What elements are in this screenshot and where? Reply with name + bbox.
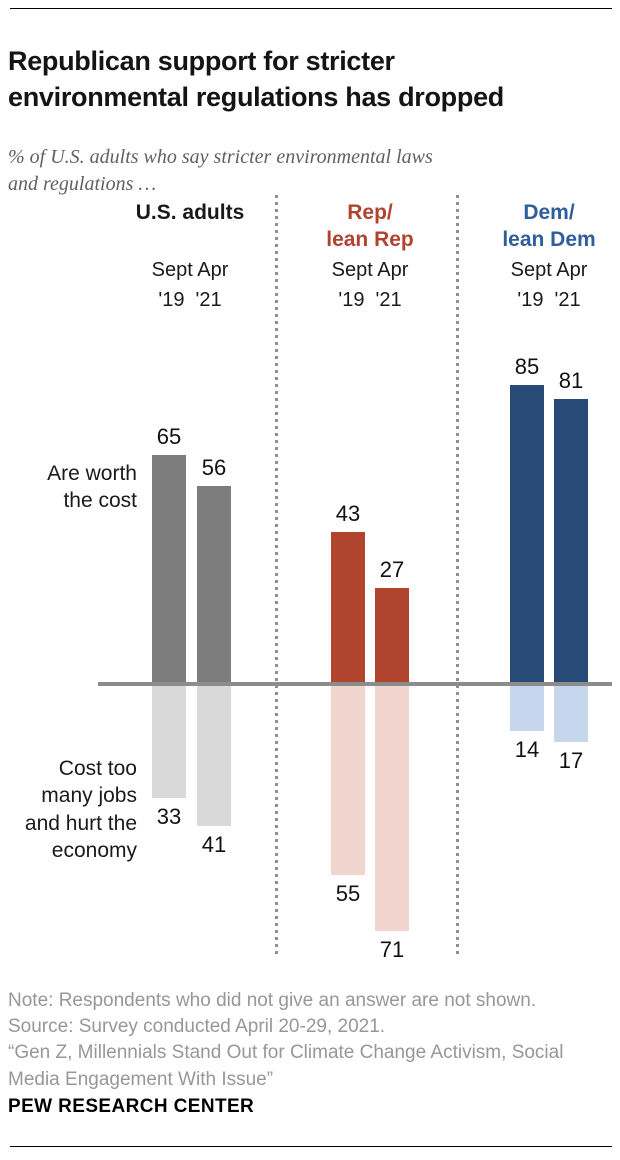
bar-value-label: 71 (379, 936, 405, 962)
zero-baseline (98, 682, 612, 686)
bar-rep-sept19-cost: 55 (331, 682, 365, 906)
group-divider-dotted-line (456, 195, 459, 955)
bar-dem-apr21-cost: 17 (554, 682, 588, 773)
bottom-divider-line (10, 1146, 612, 1147)
bar-rep-apr21-cost: 71 (375, 682, 409, 962)
bar-us-apr21-worth: 56 (197, 455, 231, 682)
axis-label-cost-jobs: Cost too many jobs and hurt the economy (24, 757, 137, 862)
bar-rep-apr21-worth: 27 (375, 557, 409, 682)
bar-us-sept19-worth: 65 (152, 424, 186, 682)
bar-value-label: 65 (156, 423, 182, 449)
footnote-text: Note: Respondents who did not give an an… (8, 990, 564, 1090)
chart-subtitle: % of U.S. adults who say stricter enviro… (8, 146, 433, 195)
axis-label-worth-the-cost: Are worth the cost (47, 462, 137, 513)
bar-dem-sept19-cost: 14 (510, 682, 544, 762)
bar-value-label: 33 (156, 803, 182, 829)
group-divider-dotted-line (275, 195, 278, 955)
bar-value-label: 56 (201, 455, 227, 480)
group-header-us-adults: U.S. adults (135, 201, 245, 224)
bar-value-label: 17 (558, 747, 584, 773)
page-title: Republican support for stricter environm… (8, 46, 504, 112)
bar-value-label: 43 (335, 500, 361, 526)
diverging-bar-chart: U.S. adults Rep/ lean Rep Dem/ lean Dem … (0, 195, 620, 980)
bar-value-label: 41 (201, 831, 227, 857)
bar-us-sept19-cost: 33 (152, 682, 186, 829)
period-label-rep: Sept Apr '19 '21 (331, 259, 409, 311)
bar-us-apr21-cost: 41 (197, 682, 231, 857)
bar-value-label: 85 (514, 353, 540, 379)
group-header-dem: Dem/ lean Dem (502, 201, 596, 252)
period-label-us: Sept Apr '19 '21 (151, 259, 229, 311)
bar-rep-sept19-worth: 43 (331, 501, 365, 682)
group-header-rep: Rep/ lean Rep (326, 201, 414, 252)
bar-value-label: 81 (558, 367, 584, 393)
period-label-dem: Sept Apr '19 '21 (510, 259, 588, 311)
bar-value-label: 14 (514, 737, 540, 762)
bar-dem-sept19-worth: 85 (510, 354, 544, 682)
top-divider-line (10, 8, 612, 9)
pew-research-center-wordmark: PEW RESEARCH CENTER (8, 1096, 255, 1117)
bar-value-label: 55 (335, 880, 361, 906)
bar-value-label: 27 (379, 556, 405, 582)
bar-dem-apr21-worth: 81 (554, 368, 588, 682)
